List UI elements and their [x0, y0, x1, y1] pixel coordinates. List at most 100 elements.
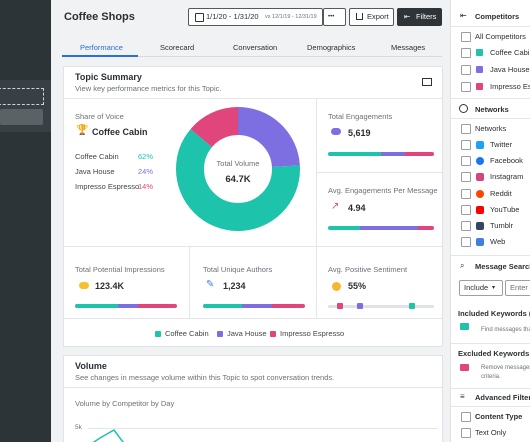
section-title: Included Keywords (0 — [458, 309, 530, 318]
more-icon: ••• — [328, 14, 335, 20]
sov-percent: 62% — [138, 152, 154, 161]
export-label: Export — [367, 12, 389, 21]
tab[interactable]: Scorecard — [160, 43, 195, 52]
chart-title: Volume by Competitor by Day — [75, 399, 175, 408]
include-dropdown[interactable]: Include ▾ — [459, 280, 503, 296]
page-title: Coffee Shops — [64, 11, 135, 23]
checkbox[interactable] — [461, 32, 471, 42]
tab[interactable]: Performance — [80, 43, 123, 52]
sov-name: Coffee Cabin — [75, 152, 119, 161]
legend-swatch — [217, 331, 223, 337]
metric-label: Total Unique Authors — [203, 265, 273, 274]
checkbox[interactable] — [461, 428, 471, 438]
checkbox[interactable] — [461, 204, 471, 215]
checkbox-label: Reddit — [490, 188, 512, 198]
checkbox-label: Impresso Espresso — [490, 82, 530, 91]
table-icon — [422, 78, 432, 86]
checkbox[interactable] — [461, 82, 471, 92]
legend-label: Coffee Cabin — [165, 329, 209, 338]
tab[interactable]: Conversation — [233, 43, 278, 52]
checkbox[interactable] — [461, 237, 471, 248]
card-subtitle: View key performance metrics for this To… — [75, 84, 222, 93]
legend-swatch — [270, 331, 276, 337]
donut-segment — [176, 107, 300, 231]
checkbox-label: Text Only — [475, 428, 507, 437]
sov-name: Java House — [75, 167, 115, 176]
metric-value: 5,619 — [348, 128, 371, 138]
network-icon — [476, 157, 484, 166]
metric-value: 123.4K — [95, 281, 125, 291]
checkbox[interactable] — [461, 188, 471, 199]
checkbox[interactable] — [461, 65, 471, 75]
competitor-swatch — [476, 83, 483, 90]
donut-label: Total Volume — [216, 159, 260, 168]
checkbox[interactable] — [461, 156, 471, 167]
hint: Find messages tha — [481, 327, 530, 333]
section-title: Excluded Keywords (0 — [458, 349, 530, 358]
sov-leader: Coffee Cabin — [92, 127, 148, 137]
checkbox-label: Content Type — [475, 412, 523, 421]
network-icon — [476, 141, 484, 149]
metric-value: 55% — [348, 281, 367, 291]
network-icon — [476, 173, 484, 182]
competitor-swatch — [476, 49, 483, 56]
checkbox-label: Networks — [475, 124, 507, 133]
volume-card: Volume See changes in message volume wit… — [63, 355, 443, 442]
checkbox-label: Instagram — [490, 172, 524, 182]
checkbox-label: YouTube — [490, 204, 520, 214]
checkbox[interactable] — [461, 140, 471, 150]
checkbox[interactable] — [461, 48, 471, 58]
competitor-swatch — [476, 66, 483, 73]
checkbox[interactable] — [461, 124, 471, 134]
checkbox-label: Web — [490, 237, 506, 247]
tab[interactable]: Demographics — [307, 43, 356, 52]
filter-panel: ⇤ Competitors All Competitors Coffee Cab… — [450, 0, 530, 442]
hint: Remove messages — [481, 365, 530, 371]
metric-label: Total Engagements — [328, 112, 393, 121]
date-range: 1/1/20 - 1/31/20 — [206, 12, 259, 21]
card-title: Volume — [75, 361, 107, 371]
topic-summary-card: Topic Summary View key performance metri… — [63, 66, 443, 347]
tab[interactable]: Messages — [391, 43, 426, 52]
card-subtitle: See changes in message volume within thi… — [75, 373, 335, 382]
checkbox-label: Facebook — [490, 156, 523, 166]
metric-value: 1,234 — [223, 281, 246, 291]
legend-label: Impresso Espresso — [280, 329, 345, 338]
network-icon — [476, 189, 484, 198]
metric-label: Total Potential Impressions — [75, 265, 165, 274]
section-title: Competitors — [475, 12, 520, 21]
checkbox[interactable] — [461, 412, 471, 422]
sov-percent: 24% — [138, 167, 154, 176]
compare-range: vs 12/1/19 - 12/31/19 — [265, 14, 317, 20]
sov-label: Share of Voice — [75, 112, 124, 121]
date-picker[interactable]: 1/1/20 - 1/31/20 vs 12/1/19 - 12/31/19 — [188, 8, 323, 26]
section-title: Message Search I — [475, 262, 530, 271]
sov-percent: 14% — [138, 182, 154, 191]
network-icon — [476, 205, 484, 214]
legend-swatch — [155, 331, 161, 337]
keyword-input[interactable]: Enter a — [505, 280, 530, 296]
legend-label: Java House — [227, 329, 267, 338]
donut-chart — [176, 107, 300, 231]
y-tick-label: 5k — [75, 424, 82, 431]
export-button[interactable]: Export — [349, 8, 394, 26]
input-placeholder: Enter a — [510, 283, 530, 292]
more-button[interactable]: ••• — [323, 8, 346, 26]
checkbox-label: Tumblr — [490, 221, 514, 230]
hint: criteria. — [481, 374, 501, 380]
checkbox-label: All Competitors — [475, 32, 526, 41]
network-icon — [476, 222, 484, 230]
checkbox[interactable] — [461, 172, 471, 183]
section-title: Networks — [475, 105, 509, 114]
checkbox-label: Twitter — [490, 140, 513, 149]
filters-label: Filters — [416, 12, 437, 21]
checkbox[interactable] — [461, 221, 471, 231]
filters-button[interactable]: ⇤ Filters — [397, 8, 442, 26]
checkbox-label: Java House — [490, 65, 530, 74]
section-title: Advanced Filters — [475, 393, 530, 402]
card-title: Topic Summary — [75, 72, 142, 82]
metric-value: 4.94 — [348, 203, 366, 213]
checkbox-label: Coffee Cabin — [490, 48, 530, 57]
donut-segment — [176, 107, 300, 231]
